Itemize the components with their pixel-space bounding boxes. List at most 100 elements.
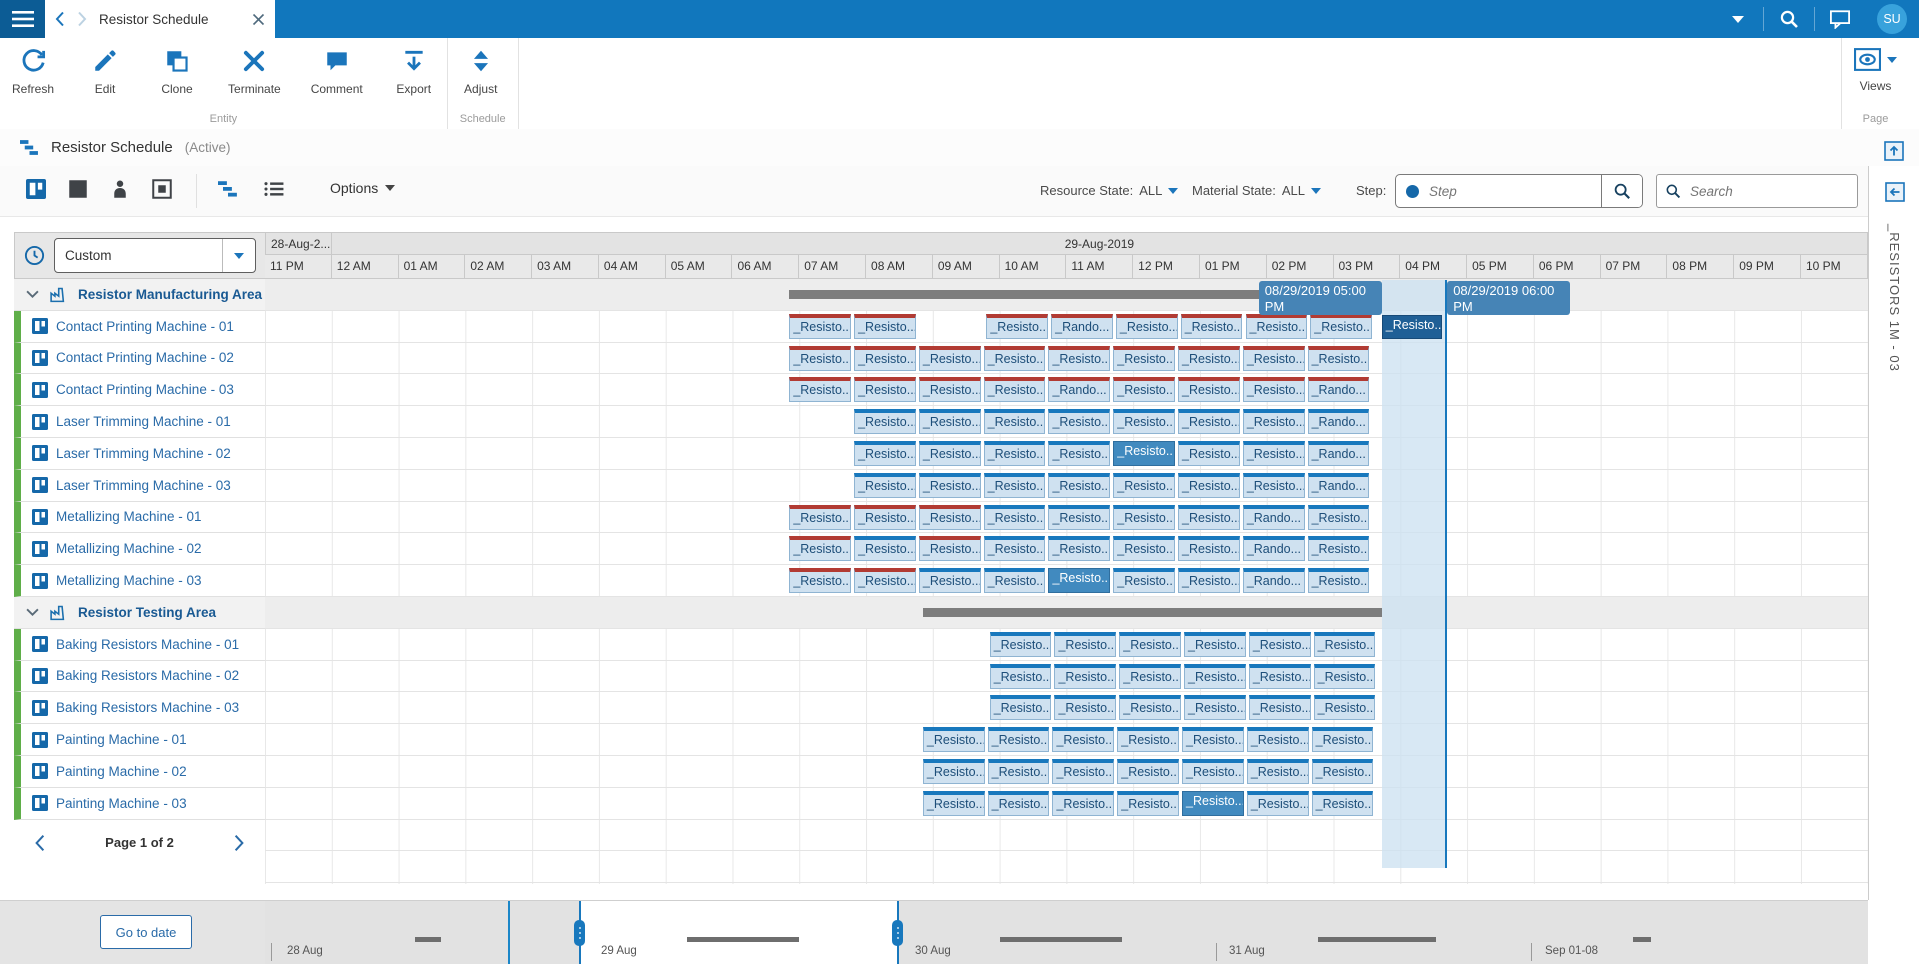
gantt-bar[interactable]: _Resisto... — [854, 536, 916, 562]
gantt-bar[interactable]: _Resisto... — [1178, 409, 1240, 435]
gantt-bar[interactable]: _Resisto... — [1048, 440, 1111, 466]
gantt-bar[interactable]: _Rando... — [1242, 568, 1305, 594]
step-input[interactable] — [1427, 182, 1601, 200]
gantt-bar[interactable]: _Resisto... — [1117, 727, 1180, 753]
gantt-bar[interactable]: _Resisto... — [854, 377, 916, 403]
gantt-bar[interactable]: _Resisto... — [789, 536, 852, 562]
gantt-bar[interactable]: _Resisto... — [1117, 790, 1180, 816]
gantt-bar[interactable]: _Resisto... — [1307, 536, 1370, 562]
global-search-button[interactable] — [1764, 0, 1814, 38]
gantt-bar[interactable]: _Resisto... — [1248, 695, 1311, 721]
gantt-bar[interactable]: _Resisto... — [1113, 377, 1176, 403]
gantt-bar[interactable]: _Resisto... — [1178, 472, 1240, 498]
gantt-bar[interactable]: _Resisto... — [918, 409, 981, 435]
tree-machine-row[interactable]: Painting Machine - 03 — [14, 787, 265, 820]
go-to-date-button[interactable]: Go to date — [100, 915, 192, 949]
gantt-bar[interactable]: _Resisto... — [854, 472, 916, 498]
gantt-bar[interactable]: _Resisto... — [1310, 313, 1373, 339]
tree-machine-row[interactable]: Contact Printing Machine - 03 — [14, 374, 265, 407]
gantt-bar[interactable]: _Resisto... — [1048, 472, 1111, 498]
app-menu-dropdown[interactable] — [1713, 0, 1763, 38]
gantt-bar[interactable]: _Rando... — [1307, 377, 1370, 403]
gantt-bar[interactable]: _Resisto... — [1048, 409, 1111, 435]
gantt-bar[interactable]: _Resisto... — [1311, 758, 1374, 784]
gantt-bar[interactable]: _Resisto... — [983, 568, 1046, 594]
gantt-bar[interactable]: _Resisto... — [918, 536, 981, 562]
tree-machine-row[interactable]: Laser Trimming Machine - 01 — [14, 406, 265, 438]
gantt-bar[interactable]: _Resisto... — [1248, 663, 1311, 689]
comment-button[interactable]: Comment — [311, 48, 363, 96]
gantt-bar[interactable]: _Resisto... — [1178, 440, 1240, 466]
messages-button[interactable] — [1815, 0, 1865, 38]
gantt-bar[interactable]: _Resisto... — [986, 313, 1049, 339]
gantt-bar[interactable]: _Resisto... — [1307, 504, 1370, 530]
gantt-bar[interactable]: _Resisto... — [789, 345, 852, 371]
gantt-bar[interactable]: _Resisto... — [789, 504, 852, 530]
gantt-bar[interactable]: _Resisto... — [1119, 631, 1182, 657]
gantt-bar[interactable]: _Resisto... — [1248, 631, 1311, 657]
gantt-bar[interactable]: _Resisto... — [989, 631, 1052, 657]
gantt-bar[interactable]: _Resisto... — [854, 504, 916, 530]
tree-group-row[interactable]: Resistor Testing Area — [14, 596, 265, 629]
options-menu[interactable]: Options — [330, 180, 396, 196]
gantt-bar[interactable]: _Resisto... — [918, 568, 981, 594]
gantt-bar[interactable]: _Resisto... — [1119, 663, 1182, 689]
gantt-bar[interactable]: _Resisto... — [1054, 631, 1117, 657]
material-state-filter[interactable]: Material State: ALL — [1192, 183, 1321, 198]
gantt-bar[interactable]: _Resisto... — [1054, 663, 1117, 689]
gantt-bar[interactable]: _Resisto... — [918, 377, 981, 403]
gantt-bar[interactable]: _Resisto... — [1180, 313, 1243, 339]
gantt-bar[interactable]: _Resisto... — [1048, 536, 1111, 562]
gantt-bar[interactable]: _Resisto... — [854, 568, 916, 594]
gantt-bar[interactable]: _Resisto... — [922, 790, 985, 816]
gantt-bar[interactable]: _Resisto... — [989, 663, 1052, 689]
resource-view-button[interactable] — [26, 179, 46, 199]
gantt-bar[interactable]: _Resisto... — [983, 504, 1046, 530]
tree-machine-row[interactable]: Baking Resistors Machine - 01 — [14, 628, 265, 661]
frame-view-button[interactable] — [152, 179, 172, 199]
gantt-bar[interactable]: _Resisto... — [1307, 568, 1370, 594]
gantt-bar[interactable]: _Resisto... — [983, 536, 1046, 562]
gantt-bar[interactable]: _Resisto... — [983, 440, 1046, 466]
step-search-button[interactable] — [1601, 175, 1642, 207]
gantt-bar[interactable]: _Resisto... — [922, 727, 985, 753]
tree-machine-row[interactable]: Metallizing Machine - 01 — [14, 501, 265, 534]
tree-machine-row[interactable]: Metallizing Machine - 03 — [14, 565, 265, 597]
gantt-bar[interactable]: _Resisto... — [854, 313, 916, 339]
tree-group-row[interactable]: Resistor Manufacturing Area — [14, 279, 265, 311]
gantt-bar[interactable]: _Rando... — [1242, 504, 1305, 530]
gantt-bar[interactable]: _Resisto... — [1113, 345, 1176, 371]
gantt-bar[interactable]: _Resisto... — [1313, 695, 1376, 721]
gantt-bar[interactable]: _Resisto... — [1048, 504, 1111, 530]
gantt-bar[interactable]: _Resisto... — [1184, 631, 1246, 657]
gantt-bar[interactable]: _Resisto... — [1313, 663, 1376, 689]
gantt-bar[interactable]: _Resisto... — [854, 345, 916, 371]
gantt-bar[interactable]: _Resisto... — [922, 758, 985, 784]
gantt-bar[interactable]: _Resisto... — [1242, 377, 1305, 403]
gantt-bar-selected[interactable]: _Resisto... — [1182, 790, 1244, 816]
gantt-bar[interactable]: _Resisto... — [918, 440, 981, 466]
time-range-dropdown[interactable]: Custom — [54, 238, 256, 273]
gantt-bar[interactable]: _Resisto... — [1117, 758, 1180, 784]
gantt-bar[interactable]: _Resisto... — [987, 758, 1050, 784]
gantt-bar[interactable]: _Resisto... — [854, 409, 916, 435]
navigator-timeline[interactable]: 28 Aug 29 Aug 30 Aug 31 Aug Sep 01-08 — [265, 900, 1868, 964]
gantt-bar-selected[interactable]: _Resisto... — [1113, 440, 1176, 466]
gantt-bar[interactable]: _Rando... — [1048, 377, 1111, 403]
gantt-bar[interactable]: _Resisto... — [789, 313, 852, 339]
gantt-bar[interactable]: _Resisto... — [1242, 472, 1305, 498]
adjust-button[interactable]: Adjust — [460, 48, 502, 96]
tree-machine-row[interactable]: Painting Machine - 02 — [14, 755, 265, 788]
gantt-bar-dragged[interactable]: _Resisto... — [1381, 314, 1443, 339]
gantt-bar[interactable]: _Resisto... — [1246, 758, 1309, 784]
edit-button[interactable]: Edit — [84, 48, 126, 96]
gantt-bar[interactable]: _Resisto... — [1178, 377, 1240, 403]
gantt-bar[interactable]: _Resisto... — [1054, 695, 1117, 721]
avatar[interactable]: SU — [1877, 4, 1907, 34]
tree-machine-row[interactable]: Laser Trimming Machine - 02 — [14, 437, 265, 470]
gantt-bar[interactable]: _Resisto... — [987, 727, 1050, 753]
tree-machine-row[interactable]: Laser Trimming Machine - 03 — [14, 469, 265, 502]
gantt-bar[interactable]: _Resisto... — [1052, 790, 1115, 816]
gantt-bar[interactable]: _Resisto... — [1178, 504, 1240, 530]
gantt-bar[interactable]: _Resisto... — [987, 790, 1050, 816]
